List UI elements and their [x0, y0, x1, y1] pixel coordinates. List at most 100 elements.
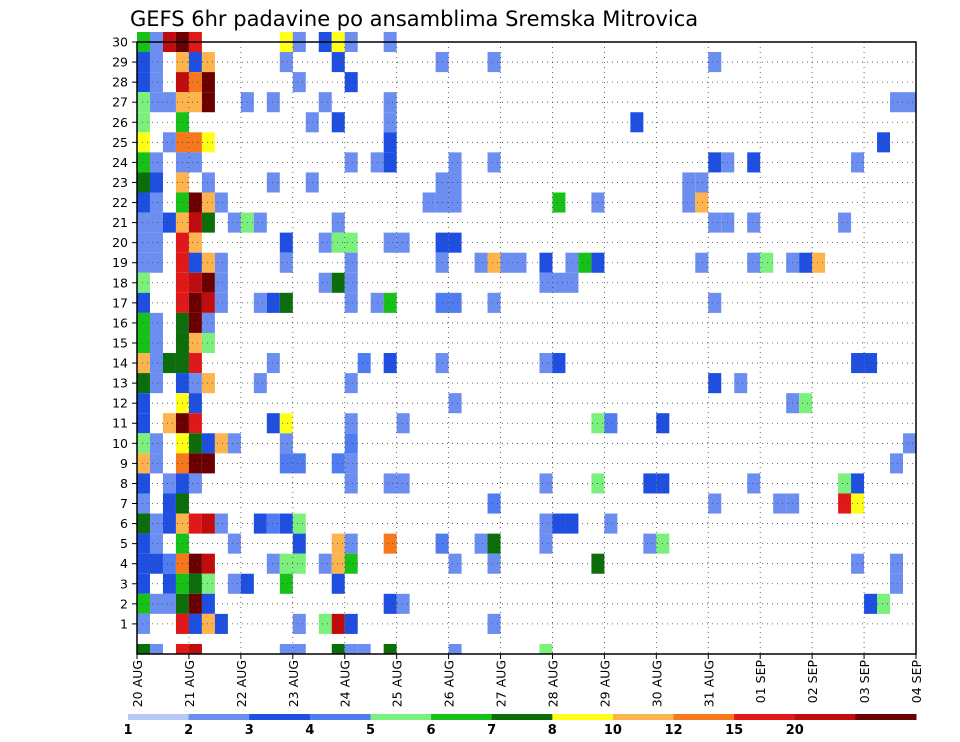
heatmap-cell: [266, 292, 280, 313]
heatmap-cell: [279, 252, 293, 273]
heatmap-cell: [279, 52, 293, 73]
heatmap-cell: [890, 573, 904, 594]
heatmap-cell: [331, 112, 345, 133]
heatmap-cell: [344, 413, 358, 434]
heatmap-cell: [279, 292, 293, 313]
heatmap-cell: [201, 292, 215, 313]
heatmap-cell: [487, 52, 501, 73]
heatmap-cell: [137, 252, 150, 273]
y-tick-label: 21: [112, 215, 128, 230]
heatmap-cell: [448, 192, 462, 213]
heatmap-cell: [227, 533, 241, 554]
heatmap-cell: [747, 152, 761, 173]
heatmap-cell: [292, 453, 306, 474]
heatmap-cell: [864, 593, 878, 614]
y-tick-label: 30: [112, 35, 128, 50]
heatmap-cell: [383, 593, 397, 614]
heatmap-cell: [539, 513, 553, 534]
heatmap-cell: [344, 232, 358, 253]
heatmap-cell: [162, 593, 176, 614]
heatmap-cell: [201, 433, 215, 454]
heatmap-cell: [838, 473, 852, 494]
heatmap-cell: [188, 613, 202, 634]
colorbar-swatch: [309, 714, 371, 720]
heatmap-cell: [188, 593, 202, 614]
y-tick-label: 19: [112, 255, 128, 270]
colorbar-swatch: [552, 714, 614, 720]
y-tick-label: 22: [112, 195, 128, 210]
heatmap-cell: [188, 312, 202, 333]
colorbar-swatch: [188, 714, 250, 720]
heatmap-cell: [188, 92, 202, 113]
heatmap-cell: [188, 152, 202, 173]
heatmap-cell: [188, 473, 202, 494]
heatmap-cell: [357, 353, 371, 374]
heatmap-cell: [162, 493, 176, 514]
heatmap-cell: [448, 643, 462, 654]
heatmap-cell: [331, 232, 345, 253]
heatmap-cell: [149, 553, 163, 574]
heatmap-cell: [214, 272, 228, 293]
heatmap-cell: [487, 493, 501, 514]
y-tick-label: 2: [120, 596, 128, 611]
y-tick-label: 7: [120, 496, 128, 511]
heatmap-cell: [331, 212, 345, 233]
heatmap-cell: [188, 52, 202, 73]
heatmap-cell: [344, 553, 358, 574]
heatmap-cell: [448, 172, 462, 193]
heatmap-cell: [188, 272, 202, 293]
heatmap-cell: [604, 413, 618, 434]
heatmap-cell: [396, 593, 410, 614]
heatmap-cell: [188, 232, 202, 253]
heatmap-cell: [227, 573, 241, 594]
heatmap-cell: [279, 513, 293, 534]
heatmap-cell: [137, 272, 150, 293]
heatmap-cell: [149, 513, 163, 534]
heatmap-cell: [149, 192, 163, 213]
heatmap-cell: [383, 112, 397, 133]
heatmap-cell: [344, 643, 358, 654]
y-tick-label: 24: [112, 155, 128, 170]
y-tick-label: 18: [112, 275, 128, 290]
grid-lines: [137, 41, 916, 654]
heatmap-cell: [137, 192, 150, 213]
heatmap-cell: [227, 433, 241, 454]
heatmap-cell: [344, 473, 358, 494]
colorbar-label: 20: [786, 723, 804, 738]
heatmap-cell: [162, 573, 176, 594]
heatmap-cell: [149, 373, 163, 394]
heatmap-cell: [266, 413, 280, 434]
heatmap-cell: [318, 92, 332, 113]
y-tick-label: 28: [112, 75, 128, 90]
heatmap-cell: [383, 232, 397, 253]
heatmap-cell: [201, 72, 215, 93]
heatmap-cell: [162, 132, 176, 153]
heatmap-cell: [188, 252, 202, 273]
heatmap-cell: [864, 353, 878, 374]
heatmap-cell: [318, 272, 332, 293]
heatmap-cell: [747, 212, 761, 233]
heatmap-cell: [214, 252, 228, 273]
heatmap-cell: [292, 513, 306, 534]
heatmap-cell: [149, 252, 163, 273]
colorbar-swatch: [370, 714, 432, 720]
heatmap-cell: [695, 172, 709, 193]
heatmap-cell: [643, 473, 657, 494]
heatmap-cell: [201, 332, 215, 354]
y-tick-label: 14: [112, 356, 128, 371]
heatmap-cell: [201, 252, 215, 273]
x-tick-label: 23 AUG: [286, 660, 301, 707]
heatmap-cell: [137, 613, 150, 634]
heatmap-cell: [448, 553, 462, 574]
heatmap-cell: [474, 252, 488, 273]
x-tick-label: 26 AUG: [442, 660, 457, 707]
heatmap-cell: [137, 373, 150, 394]
x-tick-label: 28 AUG: [545, 660, 560, 707]
heatmap-cell: [137, 643, 150, 654]
heatmap-cell: [149, 152, 163, 173]
heatmap-cell: [383, 533, 397, 554]
heatmap-cell: [292, 613, 306, 634]
heatmap-cell: [188, 353, 202, 374]
heatmap-cell: [149, 433, 163, 454]
y-tick-label: 29: [112, 55, 128, 70]
